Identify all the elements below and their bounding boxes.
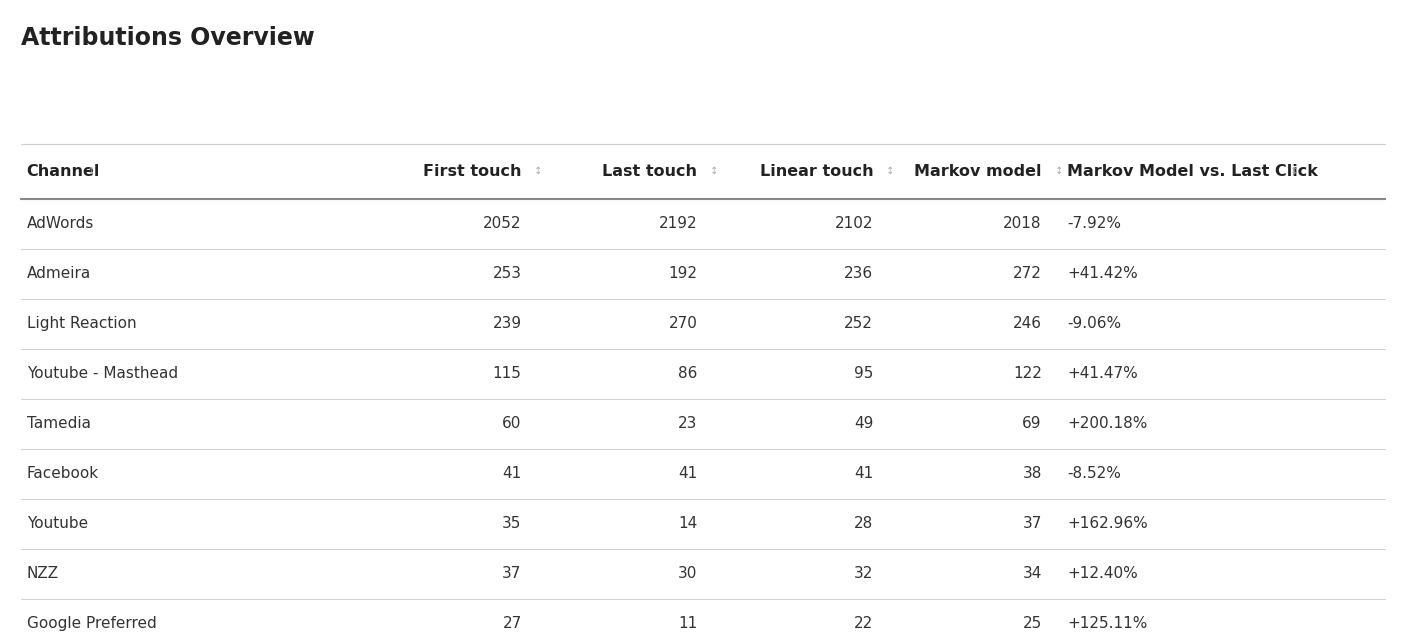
Text: 49: 49 [853, 416, 873, 431]
Text: Admeira: Admeira [27, 266, 91, 281]
Text: 41: 41 [678, 466, 697, 481]
Text: +200.18%: +200.18% [1067, 416, 1147, 431]
Text: 253: 253 [492, 266, 522, 281]
Text: ↕: ↕ [1052, 166, 1063, 176]
Text: 32: 32 [853, 567, 873, 581]
Text: 95: 95 [853, 366, 873, 381]
Text: 11: 11 [678, 616, 697, 632]
Text: +125.11%: +125.11% [1067, 616, 1147, 632]
Text: 252: 252 [844, 316, 873, 331]
Text: Attributions Overview: Attributions Overview [21, 26, 315, 50]
Text: 192: 192 [668, 266, 697, 281]
Text: NZZ: NZZ [27, 567, 59, 581]
Text: Linear touch: Linear touch [759, 163, 873, 179]
Text: 2192: 2192 [659, 216, 697, 231]
Text: Youtube: Youtube [27, 516, 87, 531]
Text: -8.52%: -8.52% [1067, 466, 1121, 481]
Text: 115: 115 [492, 366, 522, 381]
Text: 37: 37 [502, 567, 522, 581]
Text: 37: 37 [1022, 516, 1042, 531]
Text: 69: 69 [1022, 416, 1042, 431]
Text: 35: 35 [502, 516, 522, 531]
Text: First touch: First touch [423, 163, 522, 179]
Text: Youtube - Masthead: Youtube - Masthead [27, 366, 177, 381]
Text: 41: 41 [502, 466, 522, 481]
Text: 2018: 2018 [1004, 216, 1042, 231]
Text: ↕: ↕ [84, 166, 96, 176]
Text: 246: 246 [1012, 316, 1042, 331]
Text: Facebook: Facebook [27, 466, 98, 481]
Text: AdWords: AdWords [27, 216, 94, 231]
Text: 23: 23 [678, 416, 697, 431]
Text: 60: 60 [502, 416, 522, 431]
Text: 122: 122 [1012, 366, 1042, 381]
Text: Channel: Channel [27, 163, 100, 179]
Text: 236: 236 [844, 266, 873, 281]
Text: 272: 272 [1012, 266, 1042, 281]
Text: 14: 14 [678, 516, 697, 531]
Text: 41: 41 [853, 466, 873, 481]
Text: Markov Model vs. Last Click: Markov Model vs. Last Click [1067, 163, 1317, 179]
Text: 86: 86 [678, 366, 697, 381]
Text: 2102: 2102 [835, 216, 873, 231]
Text: 25: 25 [1022, 616, 1042, 632]
Text: +162.96%: +162.96% [1067, 516, 1147, 531]
Text: 270: 270 [668, 316, 697, 331]
Text: Light Reaction: Light Reaction [27, 316, 136, 331]
Text: 239: 239 [492, 316, 522, 331]
Text: ↕: ↕ [707, 166, 718, 176]
Text: Markov model: Markov model [914, 163, 1042, 179]
Text: 30: 30 [678, 567, 697, 581]
Text: -7.92%: -7.92% [1067, 216, 1121, 231]
Text: ↕: ↕ [883, 166, 894, 176]
Text: ↕: ↕ [531, 166, 543, 176]
Text: +41.42%: +41.42% [1067, 266, 1137, 281]
Text: 22: 22 [853, 616, 873, 632]
Text: -9.06%: -9.06% [1067, 316, 1121, 331]
Text: 27: 27 [502, 616, 522, 632]
Text: Tamedia: Tamedia [27, 416, 91, 431]
Text: 28: 28 [853, 516, 873, 531]
Text: ↕: ↕ [1288, 166, 1299, 176]
Text: +12.40%: +12.40% [1067, 567, 1137, 581]
Text: +41.47%: +41.47% [1067, 366, 1137, 381]
Text: Google Preferred: Google Preferred [27, 616, 156, 632]
Text: 38: 38 [1022, 466, 1042, 481]
Text: Last touch: Last touch [602, 163, 697, 179]
Text: 34: 34 [1022, 567, 1042, 581]
Text: 2052: 2052 [484, 216, 522, 231]
